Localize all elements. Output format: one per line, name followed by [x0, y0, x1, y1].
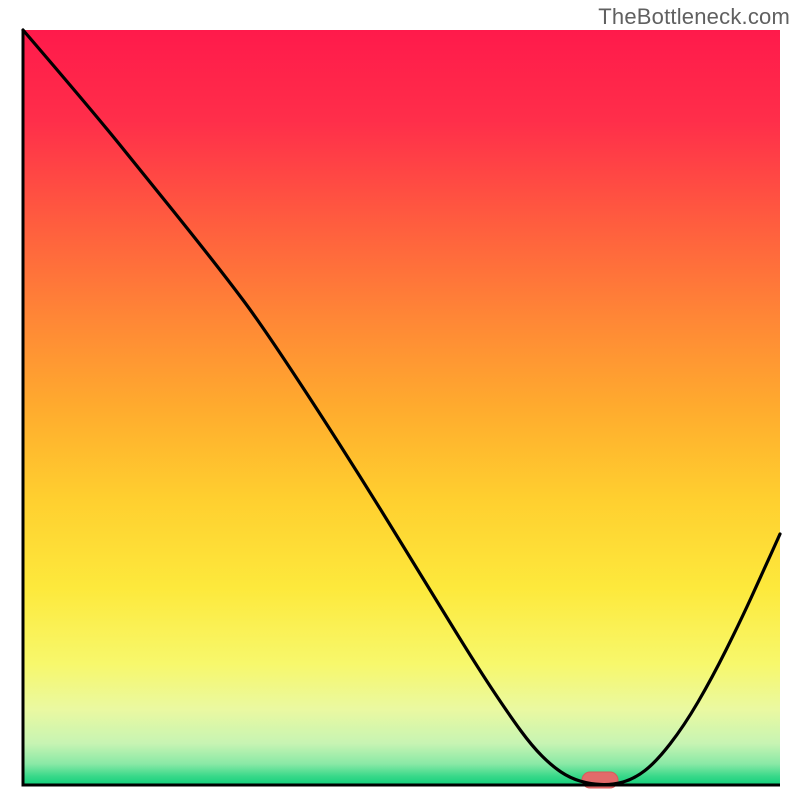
chart-container: TheBottleneck.com — [0, 0, 800, 800]
watermark-text: TheBottleneck.com — [598, 4, 790, 30]
plot-background — [23, 30, 780, 785]
bottleneck-chart — [0, 0, 800, 800]
